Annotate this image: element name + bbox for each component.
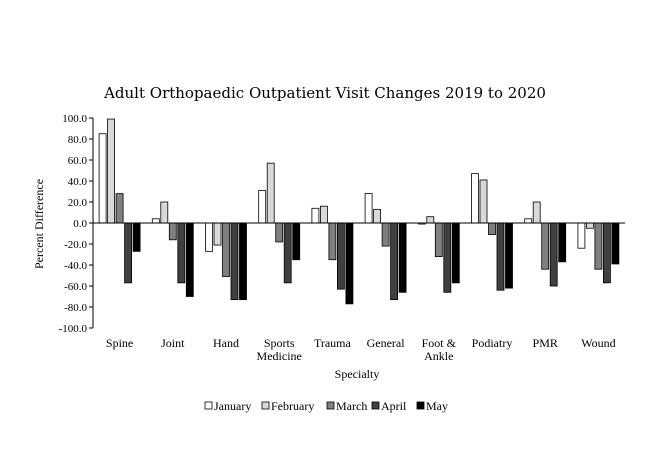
bar-march-2 — [168, 222, 177, 241]
bar-january-4 — [258, 190, 267, 224]
bar-may-7 — [451, 222, 460, 284]
legend-label: January — [214, 399, 251, 413]
bar-may-5 — [345, 222, 354, 305]
bar-may-10 — [611, 222, 620, 265]
legend-label: March — [336, 399, 367, 413]
y-tick-label: 20.0 — [68, 197, 88, 209]
bar-january-5 — [311, 207, 320, 224]
bar-february-9 — [532, 201, 541, 224]
y-tick-label: 40.0 — [68, 176, 88, 188]
bar-february-8 — [479, 179, 488, 224]
bar-may-2 — [185, 222, 194, 297]
category-label: PMR — [533, 336, 558, 350]
bar-april-3 — [230, 222, 239, 301]
category-label: General — [367, 336, 406, 350]
y-tick-label: -40.0 — [64, 260, 87, 272]
bar-march-4 — [275, 222, 284, 243]
bar-april-5 — [336, 222, 345, 290]
bar-february-1 — [107, 118, 115, 224]
bar-may-4 — [292, 222, 301, 261]
y-tick-label: 0.0 — [73, 218, 87, 230]
x-axis: Spine Joint Hand Sports Medicine Trauma Genera… — [93, 222, 625, 363]
bar-april-7 — [443, 222, 452, 293]
bar-april-1 — [124, 222, 132, 284]
category-label: Podiatry — [472, 336, 513, 350]
legend: January February March April May — [204, 399, 448, 413]
legend-swatch-february — [261, 401, 270, 410]
bar-january-9 — [524, 218, 533, 224]
bar-march-8 — [488, 222, 496, 235]
bar-march-5 — [328, 222, 337, 261]
category-label: Foot & Ankle — [422, 336, 457, 363]
y-axis-title: Percent Difference — [32, 179, 46, 269]
bar-march-9 — [541, 222, 550, 270]
bar-may-8 — [505, 222, 513, 289]
bar-march-6 — [381, 222, 390, 247]
bar-may-1 — [132, 222, 141, 252]
category-label: Hand — [213, 336, 239, 350]
bars-group — [98, 118, 620, 305]
category-label: Spine — [106, 336, 133, 350]
y-tick-label: -20.0 — [64, 239, 87, 251]
y-tick-label: 60.0 — [68, 155, 88, 167]
bar-april-8 — [496, 222, 505, 291]
bar-january-1 — [98, 133, 107, 224]
bar-may-9 — [558, 222, 567, 263]
bar-february-5 — [319, 205, 328, 224]
bar-may-6 — [398, 222, 407, 293]
category-label: Wound — [581, 336, 615, 350]
legend-swatch-april — [371, 401, 380, 410]
category-label: Joint — [161, 336, 185, 350]
bar-january-6 — [364, 193, 373, 224]
bar-march-1 — [115, 193, 124, 224]
legend-swatch-may — [416, 401, 425, 410]
legend-label: February — [271, 399, 314, 413]
bar-april-9 — [549, 222, 558, 287]
y-axis: 100.0 80.0 60.0 40.0 20.0 0.0 -20.0 -40.0 -60.0 -… — [59, 113, 94, 335]
bar-march-7 — [434, 222, 443, 257]
bar-february-2 — [160, 201, 169, 224]
legend-swatch-march — [326, 401, 335, 410]
bar-april-10 — [603, 222, 611, 284]
bar-january-8 — [471, 173, 479, 224]
bar-april-4 — [283, 222, 292, 284]
bar-april-6 — [390, 222, 399, 301]
bar-may-3 — [239, 222, 247, 301]
y-tick-label: -80.0 — [64, 302, 87, 314]
bar-march-3 — [222, 222, 230, 277]
y-tick-label: 100.0 — [62, 113, 87, 125]
bar-january-2 — [151, 218, 160, 224]
chart-title: Adult Orthopaedic Outpatient Visit Chang… — [103, 84, 546, 102]
legend-label: May — [426, 399, 448, 413]
y-tick-label: -100.0 — [59, 323, 88, 335]
category-label: Trauma — [314, 336, 352, 350]
bar-february-10 — [586, 222, 594, 229]
legend-swatch-january — [204, 401, 213, 410]
bar-january-10 — [577, 222, 586, 249]
legend-label: April — [381, 399, 407, 413]
bar-february-3 — [213, 222, 222, 246]
bar-january-3 — [205, 222, 213, 252]
x-axis-title: Specialty — [335, 367, 380, 381]
bar-april-2 — [177, 222, 186, 284]
bar-february-4 — [266, 162, 275, 224]
bar-february-7 — [426, 216, 435, 224]
y-tick-label: 80.0 — [68, 134, 88, 146]
bar-march-10 — [594, 222, 603, 270]
bar-february-6 — [373, 208, 382, 224]
y-tick-label: -60.0 — [64, 281, 87, 293]
category-label: Sports Medicine — [257, 336, 302, 363]
